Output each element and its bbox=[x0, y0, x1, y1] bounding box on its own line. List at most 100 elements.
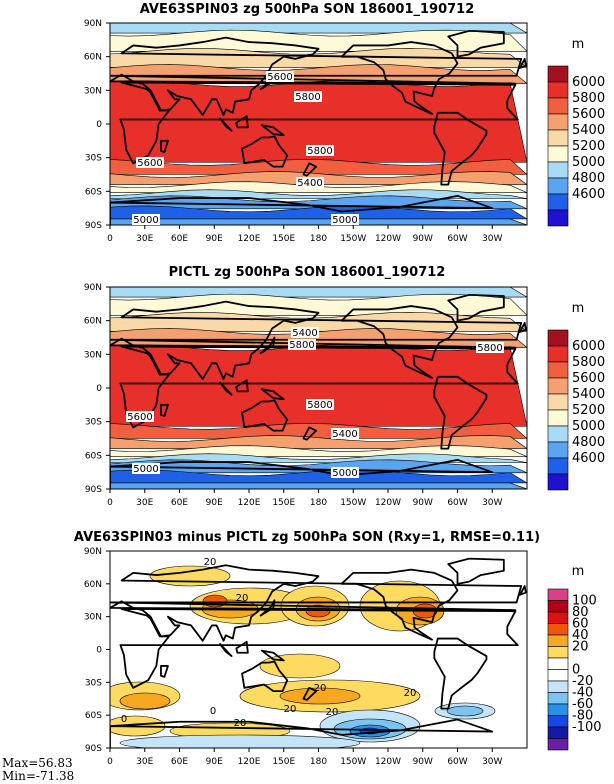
panel-2-title: PICTL zg 500hPa SON 186001_190712 bbox=[168, 265, 446, 280]
lat-tick-label: 60N bbox=[84, 317, 102, 327]
continent-outline bbox=[340, 568, 459, 641]
contour-band bbox=[110, 423, 527, 439]
continent-outline bbox=[302, 686, 318, 701]
lon-tick-label: 60E bbox=[171, 498, 188, 508]
lon-tick-label: 60E bbox=[171, 757, 188, 767]
anomaly-region bbox=[279, 687, 361, 705]
lon-tick-label: 120W bbox=[375, 757, 401, 767]
lon-tick-label: 90W bbox=[413, 757, 433, 767]
legend-label: -20 bbox=[572, 674, 593, 689]
contour-band bbox=[110, 459, 527, 474]
contour-label-bg bbox=[331, 214, 359, 225]
contour-label: 5800 bbox=[295, 92, 320, 103]
legend-unit: m bbox=[572, 37, 585, 52]
contour-label: 20 bbox=[314, 683, 327, 694]
legend-swatch bbox=[547, 209, 569, 227]
lon-tick-label: 90W bbox=[413, 498, 433, 508]
contour-label-bg bbox=[294, 91, 322, 102]
contour-label-bg bbox=[331, 467, 359, 478]
legend-swatch bbox=[547, 113, 569, 131]
legend-swatch bbox=[547, 669, 569, 682]
lon-tick-label: 180 bbox=[310, 498, 327, 508]
continent-outline bbox=[110, 718, 494, 748]
lon-tick-label: 60W bbox=[447, 234, 467, 244]
legend-swatch bbox=[547, 441, 569, 459]
lat-tick-label: 0 bbox=[96, 646, 102, 656]
legend-swatch bbox=[547, 393, 569, 411]
lon-tick-label: 60E bbox=[171, 234, 188, 244]
lat-tick-label: 30N bbox=[84, 613, 102, 623]
map-field bbox=[110, 551, 527, 748]
legend-swatch bbox=[547, 65, 569, 83]
legend-label: 5000 bbox=[572, 419, 605, 434]
legend-swatch bbox=[547, 600, 569, 613]
stats-box: Max=56.83 Min=-71.38 bbox=[2, 757, 74, 783]
continent-outline bbox=[433, 111, 488, 186]
contour-band bbox=[110, 47, 527, 68]
legend-swatch bbox=[547, 97, 569, 115]
legend-swatch bbox=[547, 193, 569, 211]
legend-swatch bbox=[547, 680, 569, 693]
contour-label-bg bbox=[291, 327, 319, 338]
legend-swatch bbox=[547, 425, 569, 443]
lat-tick-label: 60S bbox=[85, 187, 102, 197]
continent-outline bbox=[433, 375, 488, 450]
legend-swatch bbox=[547, 329, 569, 347]
legend-label: 4800 bbox=[572, 435, 605, 450]
continent-outline bbox=[447, 557, 505, 585]
lat-tick-label: 60N bbox=[84, 580, 102, 590]
legend-swatch bbox=[547, 692, 569, 705]
continent-outline bbox=[259, 336, 276, 355]
panel-1-title: AVE63SPIN03 zg 500hPa SON 186001_190712 bbox=[139, 2, 475, 17]
legend-swatch bbox=[547, 177, 569, 195]
lon-tick-label: 90E bbox=[206, 498, 223, 508]
lon-tick-label: 150W bbox=[340, 234, 366, 244]
lat-tick-label: 90N bbox=[84, 547, 102, 557]
contour-label-bg bbox=[331, 428, 359, 439]
continent-outline bbox=[447, 29, 505, 58]
contour-label: 5800 bbox=[477, 343, 502, 354]
anomaly-region bbox=[119, 692, 171, 710]
continent-outline bbox=[340, 41, 459, 115]
continent-outline bbox=[235, 115, 249, 129]
lon-tick-label: 30E bbox=[136, 757, 153, 767]
lat-tick-label: 90S bbox=[85, 485, 102, 495]
continent-outline bbox=[519, 58, 527, 69]
contour-label: 20 bbox=[284, 704, 297, 715]
continent-outline bbox=[110, 458, 494, 489]
continent-outline bbox=[110, 564, 523, 642]
lon-tick-label: 150E bbox=[272, 234, 295, 244]
panel-1-map: 90N 60N 30N 0 30S 60S 90S 0 30E 60E 90E 120E 150E 180… bbox=[84, 19, 605, 244]
continent-outline bbox=[302, 426, 318, 441]
legend-swatch bbox=[547, 657, 569, 670]
continent-outline bbox=[340, 305, 459, 379]
legend-swatch bbox=[547, 409, 569, 427]
legend-label: -60 bbox=[572, 697, 593, 712]
lon-tick-label: 30W bbox=[482, 234, 502, 244]
lon-tick-label: 120W bbox=[375, 234, 401, 244]
lon-tick-label: 0 bbox=[107, 234, 113, 244]
contour-label-bg bbox=[136, 157, 164, 168]
contour-label: 5000 bbox=[332, 468, 357, 479]
contour-label: 20 bbox=[404, 688, 417, 699]
lat-tick-label: 90N bbox=[84, 283, 102, 293]
contour-label-bg bbox=[132, 463, 160, 474]
legend-label: 5000 bbox=[572, 155, 605, 170]
legend-swatch bbox=[547, 81, 569, 99]
legend-label: 20 bbox=[572, 640, 589, 655]
contour-label: 5000 bbox=[133, 215, 158, 226]
lat-tick-label: 0 bbox=[96, 384, 102, 394]
lat-tick-label: 30S bbox=[85, 154, 102, 164]
contour-label: 5600 bbox=[127, 412, 152, 423]
contour-band bbox=[110, 195, 527, 210]
legend-swatch bbox=[547, 377, 569, 395]
legend-swatch bbox=[547, 129, 569, 147]
legend-label: -40 bbox=[572, 686, 593, 701]
contour-label: 20 bbox=[236, 593, 249, 604]
continent-outline bbox=[219, 381, 233, 396]
continent-outline bbox=[302, 162, 318, 177]
contour-label: 5400 bbox=[297, 178, 322, 189]
continent-outline bbox=[219, 643, 233, 657]
legend-unit: m bbox=[572, 301, 585, 316]
legend-label: -80 bbox=[572, 709, 593, 724]
